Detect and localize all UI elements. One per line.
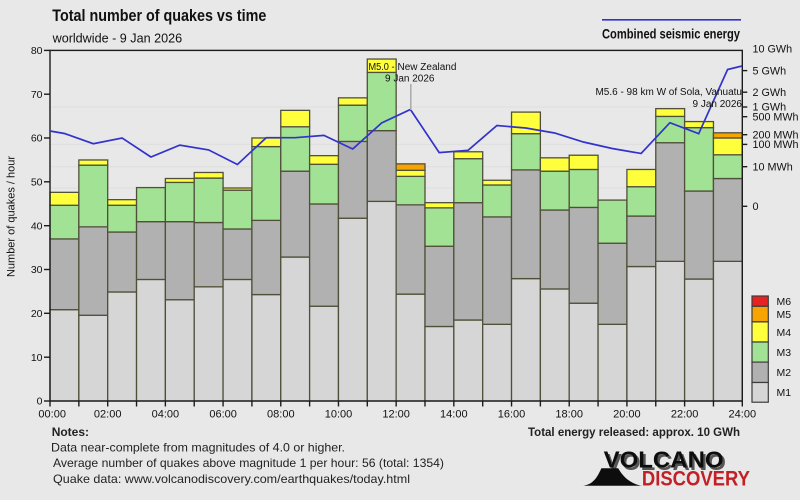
svg-text:10 MWh: 10 MWh xyxy=(753,161,793,173)
svg-text:10:00: 10:00 xyxy=(325,408,353,420)
svg-text:500 MWh: 500 MWh xyxy=(753,111,799,123)
svg-text:Notes:: Notes: xyxy=(52,425,89,439)
svg-text:M5.6 - 98 km W of Sola, Vanuat: M5.6 - 98 km W of Sola, Vanuatu xyxy=(595,87,742,98)
svg-text:M2: M2 xyxy=(777,367,792,379)
svg-text:06:00: 06:00 xyxy=(209,408,237,420)
svg-text:12:00: 12:00 xyxy=(382,408,410,420)
svg-text:Data near-complete from magnit: Data near-complete from magnitudes of 4.… xyxy=(51,441,345,455)
svg-text:0: 0 xyxy=(753,201,759,213)
svg-text:Combined seismic energy: Combined seismic energy xyxy=(602,27,740,42)
svg-text:0: 0 xyxy=(37,396,43,408)
svg-text:Number of quakes / hour: Number of quakes / hour xyxy=(6,156,18,277)
svg-text:M5: M5 xyxy=(777,309,792,321)
svg-text:1 GWh: 1 GWh xyxy=(753,102,787,114)
svg-text:worldwide - 9 Jan 2026: worldwide - 9 Jan 2026 xyxy=(52,31,183,45)
svg-text:16:00: 16:00 xyxy=(498,408,526,420)
svg-text:VOLCANO: VOLCANO xyxy=(604,447,724,473)
svg-text:50: 50 xyxy=(31,176,43,188)
svg-text:70: 70 xyxy=(31,89,43,101)
svg-text:100 MWh: 100 MWh xyxy=(753,139,799,151)
svg-text:VOLCANO: VOLCANO xyxy=(606,449,726,475)
svg-text:04:00: 04:00 xyxy=(152,408,180,420)
svg-text:60: 60 xyxy=(31,133,43,145)
svg-text:DISCOVERY: DISCOVERY xyxy=(642,468,750,491)
svg-text:02:00: 02:00 xyxy=(94,408,122,420)
svg-text:20:00: 20:00 xyxy=(613,408,641,420)
svg-text:10: 10 xyxy=(31,352,43,364)
svg-text:10 GWh: 10 GWh xyxy=(753,44,793,56)
svg-text:Quake data: www.volcanodiscove: Quake data: www.volcanodiscovery.com/ear… xyxy=(53,472,410,486)
svg-text:9 Jan 2026: 9 Jan 2026 xyxy=(693,99,743,110)
svg-text:M1: M1 xyxy=(777,387,792,399)
svg-text:40: 40 xyxy=(31,220,43,232)
svg-text:Total energy released: approx.: Total energy released: approx. 10 GWh xyxy=(528,425,740,439)
svg-text:20: 20 xyxy=(31,308,43,320)
svg-text:2 GWh: 2 GWh xyxy=(753,87,787,99)
svg-text:18:00: 18:00 xyxy=(555,408,583,420)
svg-text:08:00: 08:00 xyxy=(267,408,295,420)
svg-text:5 GWh: 5 GWh xyxy=(753,65,787,77)
svg-text:M4: M4 xyxy=(777,327,792,339)
svg-text:200 MWh: 200 MWh xyxy=(753,129,799,141)
svg-text:80: 80 xyxy=(31,45,43,57)
svg-text:Total number of quakes vs time: Total number of quakes vs time xyxy=(52,6,266,25)
svg-text:30: 30 xyxy=(31,264,43,276)
svg-text:22:00: 22:00 xyxy=(671,408,699,420)
svg-text:00:00: 00:00 xyxy=(38,408,66,420)
svg-text:Average number of quakes above: Average number of quakes above magnitude… xyxy=(53,456,444,470)
svg-text:14:00: 14:00 xyxy=(440,408,468,420)
svg-text:M3: M3 xyxy=(777,347,792,359)
svg-text:M6: M6 xyxy=(777,296,792,308)
svg-text:New Zealand: New Zealand xyxy=(398,62,457,73)
svg-text:9 Jan 2026: 9 Jan 2026 xyxy=(385,73,435,84)
svg-text:M5.0 -: M5.0 - xyxy=(369,62,395,73)
svg-text:24:00: 24:00 xyxy=(729,408,757,420)
